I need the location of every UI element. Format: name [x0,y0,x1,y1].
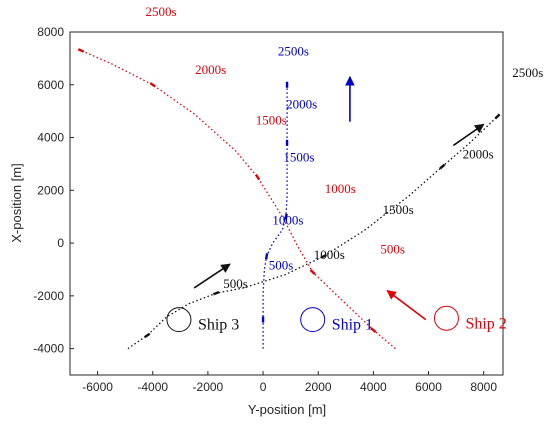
ship-3-direction-arrow [452,123,485,147]
ship-3-heading-dash [494,113,501,120]
ship-2-time-label: 2000s [195,62,226,77]
ship-1-time-label: 2000s [286,97,317,112]
ship-3-time-label: 1000s [314,247,345,262]
ship-3-heading-dash [144,332,151,339]
ship-2-direction-arrow [386,289,427,321]
ship-3-heading-dash [212,291,220,296]
ship-2-time-label: 1000s [325,181,356,196]
ship-2-heading-dash [309,269,316,276]
y-tick-label: -2000 [33,289,64,303]
ship-3-heading-dash [439,163,446,170]
x-tick-label: 2000 [305,380,332,394]
ship-3-time-label: 1500s [383,202,414,217]
ship-1-time-label: 1500s [283,149,314,164]
y-tick-label: 4000 [37,131,64,145]
x-tick-label: 4000 [360,380,387,394]
ship-1-time-label: 1000s [272,213,303,228]
ship-3-time-label: 2000s [463,147,494,162]
ship-1-time-label: 2500s [278,44,309,59]
y-tick-label: 0 [57,236,64,250]
ship-2-label: Ship 2 [465,315,506,332]
x-tick-label: -6000 [82,380,113,394]
ship-1-label: Ship 1 [332,317,373,334]
x-tick-label: -4000 [137,380,168,394]
ship-2-heading-dash [149,82,156,88]
x-tick-label: -2000 [193,380,224,394]
ship-2-start-marker [433,305,459,331]
x-axis-label: Y-position [m] [248,402,326,417]
ship-3-time-label: 500s [223,276,248,291]
ship-3-direction-arrow [193,263,231,289]
ship-3-heading-dash [320,253,327,259]
y-tick-label: 8000 [37,25,64,39]
y-tick-label: -4000 [33,342,64,356]
x-tick-label: 0 [260,380,267,394]
ship-2-time-label: 2500s [145,4,176,19]
y-tick-label: 6000 [37,78,64,92]
y-tick-label: 2000 [37,183,64,197]
ship-2-time-label: 500s [380,242,405,257]
ship-2-heading-dash [370,327,377,333]
ship-1-start-marker [300,307,326,333]
ship-2-time-label: 1500s [256,112,287,127]
ship-3-start-marker [166,307,192,333]
series-layer [77,48,501,350]
ship-2-heading-dash [77,48,85,53]
x-tick-label: 6000 [415,380,442,394]
ship-1-heading-dash [284,213,288,220]
ship-3-time-label: 2500s [512,65,543,80]
x-tick-label: 8000 [470,380,497,394]
ship-1-time-label: 500s [269,257,294,272]
y-axis-label: X-position [m] [9,163,24,242]
ship-3-label: Ship 3 [198,317,239,334]
axis-ticks: -6000 -4000 -2000 0 2000 4000 6000 8000 -4000 -20… [33,25,497,394]
ship-1-heading-dash [264,253,269,260]
ship-2-heading-dash [254,173,261,181]
